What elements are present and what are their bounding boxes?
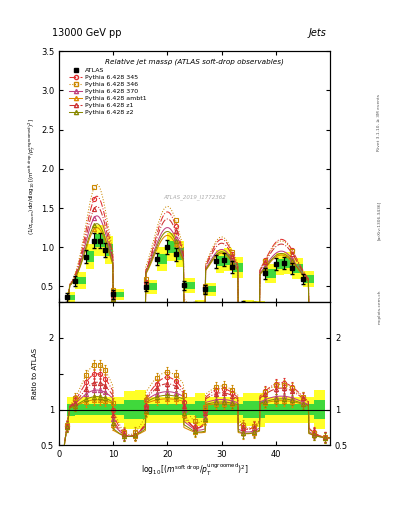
X-axis label: $\log_{10}[(m^{\mathrm{soft\ drop}}/p_T^{\mathrm{ungroomed}})^2]$: $\log_{10}[(m^{\mathrm{soft\ drop}}/p_T^… [141, 462, 248, 478]
Y-axis label: Ratio to ATLAS: Ratio to ATLAS [32, 348, 38, 399]
Text: ATLAS_2019_I1772362: ATLAS_2019_I1772362 [163, 194, 226, 200]
Text: Rivet 3.1.10, ≥ 3M events: Rivet 3.1.10, ≥ 3M events [377, 94, 381, 152]
Text: [arXiv:1306.3436]: [arXiv:1306.3436] [377, 201, 381, 240]
Text: mcplots.cern.ch: mcplots.cern.ch [377, 290, 381, 325]
Legend: ATLAS, Pythia 6.428 345, Pythia 6.428 346, Pythia 6.428 370, Pythia 6.428 ambt1,: ATLAS, Pythia 6.428 345, Pythia 6.428 34… [68, 67, 148, 116]
Text: Relative jet massρ (ATLAS soft-drop observables): Relative jet massρ (ATLAS soft-drop obse… [105, 59, 284, 66]
Y-axis label: $(1/\sigma_{\rm resum})\,{\rm d}\sigma/{\rm d}\log_{10}[(m^{\rm soft\ drop}/p_T^: $(1/\sigma_{\rm resum})\,{\rm d}\sigma/{… [27, 118, 38, 235]
Text: Jets: Jets [309, 28, 326, 38]
Text: 13000 GeV pp: 13000 GeV pp [52, 28, 121, 38]
